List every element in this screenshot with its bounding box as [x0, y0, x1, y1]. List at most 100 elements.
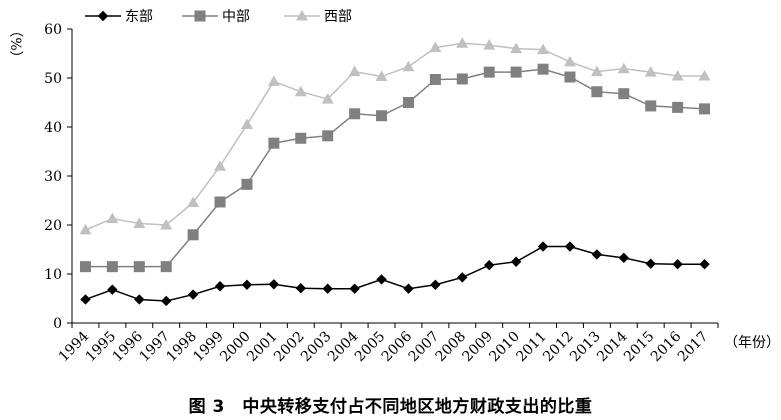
- data-point-diamond: [591, 249, 603, 260]
- x-tick-label: 2011: [513, 329, 550, 366]
- data-point-diamond: [430, 279, 441, 290]
- series-line-triangle: [85, 42, 705, 231]
- data-point-square: [618, 88, 630, 100]
- data-point-triangle: [563, 55, 576, 67]
- data-point-triangle: [537, 43, 550, 55]
- data-point-diamond: [537, 241, 549, 252]
- x-tick-label: 2008: [433, 329, 470, 366]
- data-point-triangle: [267, 75, 280, 86]
- data-point-triangle: [671, 70, 684, 81]
- x-tick-label: 2007: [406, 329, 443, 366]
- data-point-triangle: [348, 65, 361, 77]
- legend-marker-triangle: [296, 10, 308, 21]
- data-point-square: [699, 103, 711, 115]
- data-point-triangle: [375, 70, 388, 82]
- data-point-diamond: [107, 284, 118, 295]
- data-point-diamond: [645, 258, 656, 269]
- y-axis-label: （%）: [7, 23, 23, 64]
- data-point-diamond: [214, 281, 226, 292]
- data-point-diamond: [187, 289, 199, 300]
- x-tick-label: 2009: [460, 329, 497, 366]
- data-point-square: [295, 132, 307, 144]
- data-point-diamond: [672, 259, 683, 270]
- data-point-square: [591, 86, 603, 98]
- data-point-square: [268, 137, 280, 149]
- data-point-diamond: [241, 279, 253, 290]
- x-tick-label: 2013: [567, 329, 604, 366]
- y-tick-label: 20: [44, 218, 62, 234]
- data-point-square: [322, 130, 334, 142]
- data-point-triangle: [321, 93, 334, 104]
- x-tick-label: 2017: [675, 329, 712, 366]
- data-point-diamond: [134, 294, 145, 305]
- x-tick-label: 2015: [621, 329, 658, 366]
- data-point-diamond: [295, 283, 306, 294]
- data-point-triangle: [240, 118, 253, 130]
- x-tick-label: 2012: [540, 329, 577, 366]
- data-point-diamond: [80, 294, 91, 305]
- data-point-triangle: [483, 39, 496, 50]
- data-point-triangle: [160, 219, 173, 230]
- x-tick-label: 2014: [594, 328, 631, 365]
- x-tick-label: 1994: [56, 328, 93, 365]
- data-point-triangle: [429, 41, 442, 53]
- data-point-diamond: [268, 279, 280, 290]
- x-tick-label: 2002: [271, 329, 308, 366]
- legend-label: 中部: [222, 9, 250, 25]
- legend-marker-square: [194, 10, 206, 22]
- data-point-square: [456, 73, 468, 85]
- data-point-square: [376, 110, 388, 122]
- data-point-triangle: [133, 217, 146, 229]
- data-point-triangle: [644, 66, 657, 77]
- data-point-diamond: [484, 259, 495, 271]
- figure-caption: 图 3 中央转移支付占不同地区地方财政支出的比重: [188, 397, 593, 417]
- data-point-triangle: [79, 223, 92, 235]
- line-chart: 0 10 20 30 40 50 60 （%） 199419951996199719981999…: [7, 9, 780, 366]
- data-point-square: [160, 261, 172, 273]
- x-axis-label: （年份）: [724, 335, 780, 351]
- x-tick-label: 2005: [352, 329, 389, 366]
- data-point-square: [106, 261, 118, 273]
- data-point-square: [214, 196, 226, 208]
- data-point-triangle: [294, 85, 307, 97]
- data-point-square: [133, 261, 145, 273]
- data-point-diamond: [564, 241, 576, 252]
- x-tick-label: 1997: [137, 329, 174, 366]
- series-line-square: [85, 68, 705, 268]
- x-tick-label: 2016: [648, 328, 685, 365]
- data-point-triangle: [214, 160, 227, 171]
- data-point-square: [402, 97, 414, 108]
- data-point-triangle: [187, 196, 200, 207]
- data-point-diamond: [376, 274, 387, 285]
- x-tick-label: 1999: [190, 329, 227, 366]
- data-point-diamond: [618, 252, 629, 264]
- y-tick-label: 60: [44, 22, 62, 38]
- data-point-triangle: [402, 60, 415, 72]
- x-tick-label: 2010: [486, 329, 523, 366]
- data-point-diamond: [161, 295, 172, 307]
- data-point-triangle: [106, 212, 119, 224]
- legend-marker-diamond: [97, 10, 109, 22]
- series-line-diamond: [85, 245, 705, 302]
- x-tick-label: 2006: [379, 328, 416, 365]
- data-point-triangle: [698, 70, 711, 81]
- data-point-diamond: [510, 256, 522, 267]
- y-tick-label: 0: [53, 316, 62, 332]
- data-point-square: [79, 261, 91, 273]
- data-point-square: [645, 100, 657, 112]
- x-tick-label: 2000: [217, 329, 254, 366]
- data-point-triangle: [590, 65, 603, 77]
- y-tick-label: 40: [44, 120, 62, 136]
- x-tick-label: 1998: [163, 329, 200, 366]
- data-point-square: [537, 63, 549, 75]
- y-tick-label: 30: [44, 169, 62, 185]
- data-point-diamond: [699, 259, 710, 270]
- legend-label: 东部: [125, 9, 153, 25]
- x-tick-label: 1995: [83, 329, 120, 366]
- data-point-square: [672, 101, 684, 113]
- data-point-triangle: [510, 42, 523, 54]
- data-point-square: [564, 71, 576, 83]
- x-tick-label: 1996: [110, 328, 147, 365]
- y-tick-label: 50: [44, 71, 62, 87]
- data-point-diamond: [457, 272, 468, 283]
